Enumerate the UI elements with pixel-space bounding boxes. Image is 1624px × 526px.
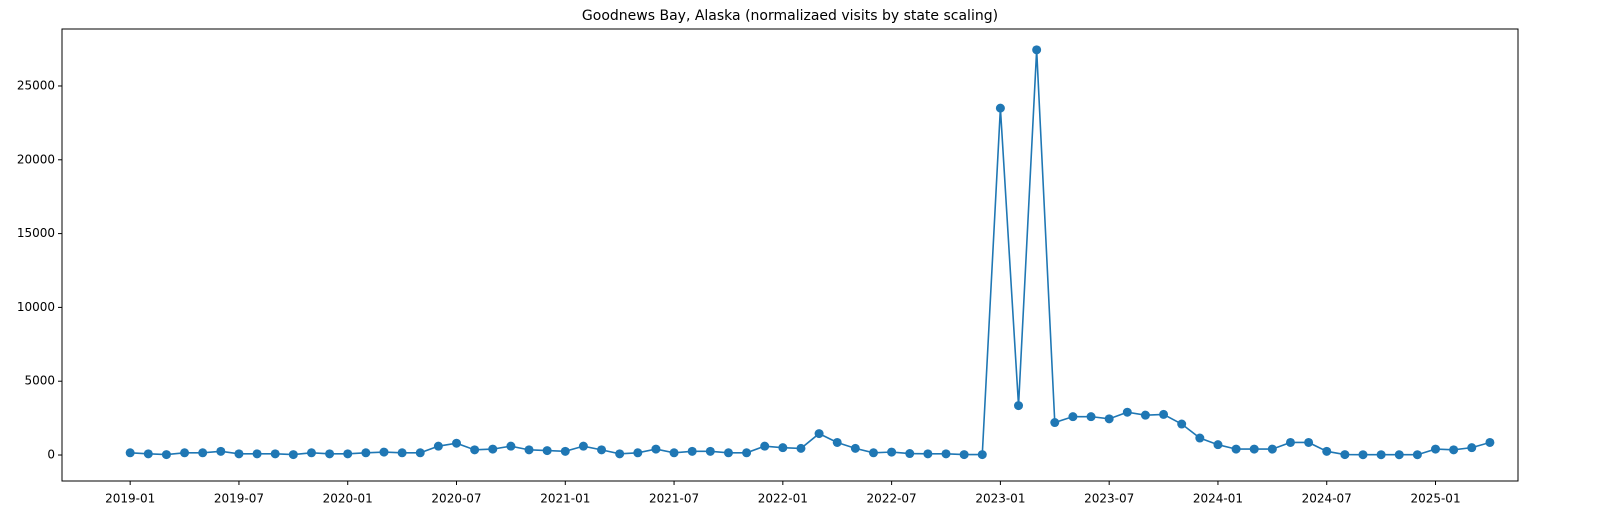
point — [180, 448, 190, 458]
point — [270, 449, 280, 459]
x-tick-label: 2021-07 — [649, 492, 699, 506]
y-tick-label: 15000 — [17, 226, 55, 240]
point — [814, 429, 824, 439]
x-tick-label: 2025-01 — [1410, 492, 1460, 506]
point — [1159, 409, 1169, 419]
y-tick-label: 25000 — [17, 78, 55, 92]
point — [1104, 414, 1114, 424]
point — [651, 444, 661, 454]
point — [1177, 419, 1187, 429]
point — [1014, 401, 1024, 411]
x-tick-label: 2023-01 — [975, 492, 1025, 506]
x-tick-label: 2024-01 — [1193, 492, 1243, 506]
point — [1467, 443, 1477, 453]
point — [687, 446, 697, 456]
point — [143, 449, 153, 459]
y-tick-label: 10000 — [17, 300, 55, 314]
point — [633, 448, 643, 458]
point — [778, 443, 788, 453]
x-tick-label: 2019-07 — [214, 492, 264, 506]
point — [796, 443, 806, 453]
y-tick-label: 5000 — [24, 374, 55, 388]
point — [868, 448, 878, 458]
point — [488, 444, 498, 454]
plot-frame — [61, 28, 1519, 482]
point — [995, 103, 1005, 113]
point — [433, 441, 443, 451]
point — [1304, 437, 1314, 447]
y-tick-label: 0 — [47, 448, 55, 462]
point — [760, 441, 770, 451]
point — [198, 448, 208, 458]
x-tick-label: 2020-07 — [431, 492, 481, 506]
point — [216, 446, 226, 456]
point — [470, 445, 480, 455]
point — [161, 450, 171, 460]
point — [1122, 407, 1132, 417]
point — [252, 449, 262, 459]
point — [524, 445, 534, 455]
x-tick-label: 2021-01 — [540, 492, 590, 506]
point — [306, 448, 316, 458]
point — [1358, 450, 1368, 460]
y-tick-label: 20000 — [17, 152, 55, 166]
x-tick-label: 2024-07 — [1302, 492, 1352, 506]
x-tick-label: 2022-01 — [758, 492, 808, 506]
point — [959, 450, 969, 460]
point — [1394, 450, 1404, 460]
point — [887, 447, 897, 457]
point — [669, 448, 679, 458]
point — [343, 449, 353, 459]
x-tick-label: 2022-07 — [867, 492, 917, 506]
point — [1032, 45, 1042, 55]
line — [130, 49, 1491, 456]
point — [361, 448, 371, 458]
point — [1068, 412, 1078, 422]
point — [1231, 444, 1241, 454]
x-tick-label: 2020-01 — [323, 492, 373, 506]
point — [325, 449, 335, 459]
point — [1376, 450, 1386, 460]
point — [1485, 437, 1495, 447]
point — [234, 449, 244, 459]
point — [742, 448, 752, 458]
point — [578, 441, 588, 451]
point — [850, 443, 860, 453]
point — [1249, 444, 1259, 454]
point — [832, 437, 842, 447]
point — [125, 448, 135, 458]
point — [1140, 410, 1150, 420]
point — [923, 449, 933, 459]
point — [1195, 433, 1205, 443]
point — [397, 448, 407, 458]
point — [415, 448, 425, 458]
point — [542, 446, 552, 456]
point — [1267, 444, 1277, 454]
point — [597, 445, 607, 455]
point — [1431, 444, 1441, 454]
x-tick-label: 2019-01 — [105, 492, 155, 506]
point — [905, 449, 915, 459]
point — [1050, 418, 1060, 428]
point — [1322, 446, 1332, 456]
point — [1449, 445, 1459, 455]
point — [1285, 437, 1295, 447]
point — [977, 450, 987, 460]
point — [288, 450, 298, 460]
point — [1213, 440, 1223, 450]
point — [615, 449, 625, 459]
point — [379, 447, 389, 457]
point — [560, 446, 570, 456]
x-tick-label: 2023-07 — [1084, 492, 1134, 506]
point — [506, 441, 516, 451]
chart-title: Goodnews Bay, Alaska (normalizaed visits… — [582, 8, 998, 24]
point — [941, 449, 951, 459]
point — [705, 446, 715, 456]
point — [1340, 450, 1350, 460]
point — [1412, 450, 1422, 460]
point — [1086, 412, 1096, 422]
point — [723, 448, 733, 458]
point — [452, 438, 462, 448]
